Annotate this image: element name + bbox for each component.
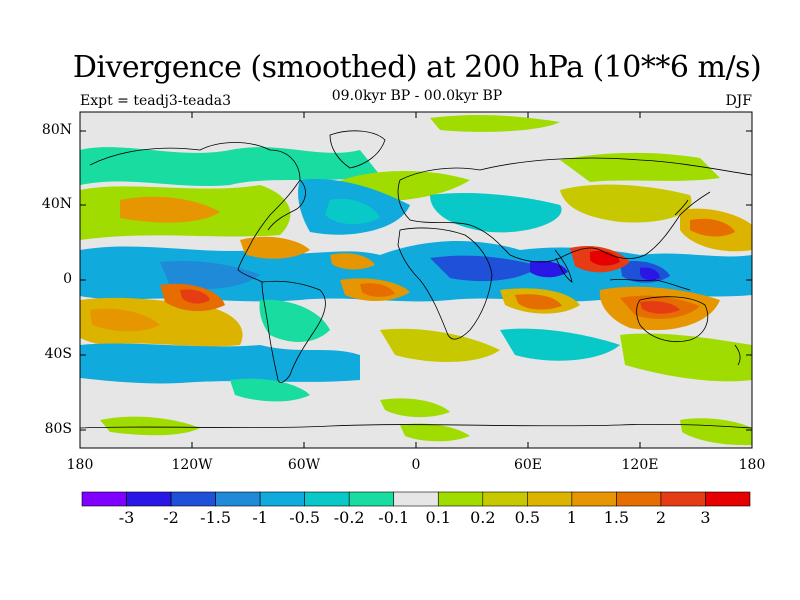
colorbar-swatch (705, 491, 751, 507)
colorbar-label: -3 (118, 508, 135, 527)
contour-patches (80, 115, 752, 446)
eurasia-south-coast (397, 179, 711, 263)
colorbar-swatch (348, 491, 395, 507)
colorbar-label: 2 (655, 508, 667, 527)
colorbar-label: 0.1 (425, 508, 451, 527)
eurasia-north-coast (399, 157, 752, 181)
antarctica-coast (80, 423, 752, 429)
colorbar-swatch (660, 491, 706, 507)
colorbar-swatch (259, 491, 305, 507)
colorbar-swatch (81, 491, 127, 507)
colorbar-label: -0.1 (378, 508, 410, 527)
lon-label-60e: 60E (513, 457, 543, 473)
colorbar-label: -0.5 (289, 508, 321, 527)
colorbar-label: 0.2 (470, 508, 496, 527)
colorbar (81, 491, 751, 507)
lon-label-180e: 180 (738, 457, 766, 473)
chart-subtitle: 09.0kyr BP - 00.0kyr BP (331, 88, 503, 104)
experiment-label: Expt = teadj3-teada3 (80, 93, 232, 109)
lon-label-60w: 60W (287, 457, 321, 473)
colorbar-label: -2 (163, 508, 179, 527)
lon-label-120w: 120W (171, 457, 213, 473)
colorbar-label: 1 (566, 508, 577, 527)
colorbar-swatch (437, 491, 484, 507)
colorbar-label: 3 (700, 508, 711, 527)
colorbar-label: 0.5 (514, 508, 541, 527)
lat-label-80s: 80S (44, 421, 72, 437)
colorbar-swatch (126, 491, 172, 507)
africa-coast (397, 227, 493, 340)
colorbar-swatch (571, 491, 617, 507)
lon-label-0: 0 (411, 457, 421, 473)
tick-marks (79, 112, 753, 448)
divergence-field (80, 112, 752, 448)
coastlines (80, 130, 752, 429)
colorbar-swatch (393, 491, 439, 507)
colorbar-label: 1.5 (603, 508, 630, 527)
australia-coast (636, 296, 709, 342)
colorbar-swatch (215, 491, 261, 507)
colorbar-swatch (616, 491, 662, 507)
colorbar-label: -0.2 (333, 508, 365, 527)
south-america-coast (261, 280, 326, 383)
colorbar-swatch (527, 491, 573, 507)
colorbar-swatch (304, 491, 350, 507)
maritime-asia-coast (609, 279, 691, 291)
lat-label-0: 0 (63, 271, 72, 287)
north-america-coast (89, 142, 301, 283)
season-label: DJF (725, 93, 752, 109)
colorbar-label: -1.5 (200, 508, 232, 527)
lat-label-40n: 40N (41, 196, 72, 212)
colorbar-swatch (482, 491, 528, 507)
chart-title: Divergence (smoothed) at 200 hPa (10**6 … (72, 50, 762, 85)
lon-label-120e: 120E (621, 457, 659, 473)
colorbar-label: -1 (252, 508, 268, 527)
lat-label-80n: 80N (41, 122, 72, 138)
colorbar-swatch (170, 491, 216, 507)
lat-label-40s: 40S (44, 346, 72, 362)
greenland-coast (329, 130, 386, 169)
lon-label-180w: 180 (66, 457, 94, 473)
